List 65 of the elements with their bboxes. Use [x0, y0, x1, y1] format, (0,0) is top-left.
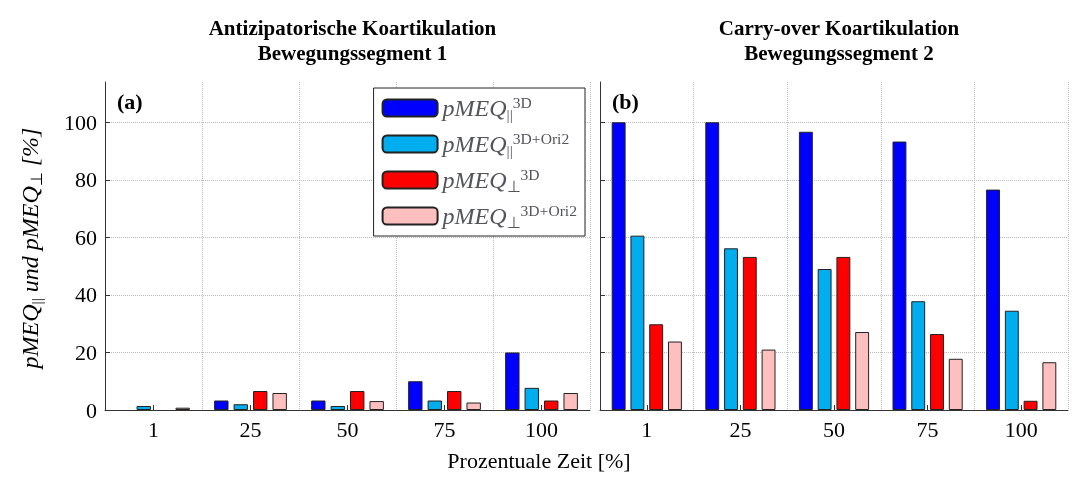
bar	[742, 256, 757, 410]
bar	[253, 391, 268, 410]
x-tick-label: 100	[525, 416, 558, 442]
y-tick-label: 100	[64, 109, 97, 135]
bar	[1042, 362, 1057, 410]
x-tick-label: 50	[336, 416, 359, 442]
bar	[233, 404, 248, 410]
bar	[705, 122, 720, 410]
bar	[948, 358, 963, 410]
bar	[563, 393, 578, 410]
x-tick-label: 1	[148, 416, 159, 442]
bar	[369, 401, 384, 410]
bar	[350, 391, 365, 410]
bar	[798, 131, 813, 410]
bar	[649, 324, 664, 410]
bar	[668, 341, 682, 410]
bar	[761, 349, 776, 410]
legend-label: pMEQ||3D+Ori2	[440, 129, 570, 159]
annotation: (b)	[612, 88, 639, 114]
annotation: (a)	[117, 88, 143, 114]
x-tick-label: 50	[823, 416, 845, 442]
x-tick-label: 25	[239, 416, 262, 442]
bar	[986, 189, 1000, 410]
bar	[611, 122, 626, 410]
bar	[214, 400, 229, 410]
bar	[272, 393, 287, 410]
chart-title: Antizipatorische Koartikulation	[208, 15, 497, 40]
bar	[911, 301, 926, 410]
bar	[330, 405, 345, 410]
bar	[1023, 400, 1038, 410]
y-tick-label: 60	[75, 224, 97, 250]
bar	[724, 248, 738, 410]
legend-label: pMEQ||3D	[440, 93, 532, 123]
y-tick-label: 80	[75, 167, 97, 193]
y-tick-label: 0	[86, 397, 97, 423]
bar	[505, 352, 520, 410]
bar	[427, 400, 442, 410]
bar	[1004, 310, 1019, 410]
bar	[447, 391, 462, 410]
legend-label: pMEQ⊥3D	[440, 165, 540, 195]
x-tick-label: 100	[1004, 416, 1038, 442]
chart-title: Carry-over Koartikulation	[718, 15, 960, 40]
legend-label: pMEQ⊥3D+Ori2	[440, 201, 577, 231]
bar	[544, 400, 559, 410]
bar	[524, 387, 539, 410]
bar	[892, 141, 907, 410]
y-tick-label: 20	[75, 339, 97, 365]
bar	[466, 402, 481, 410]
bar	[855, 332, 870, 410]
bar	[836, 256, 851, 410]
chart-subtitle: Bewegungssegment 1	[257, 40, 448, 65]
x-tick-label: 25	[729, 416, 752, 442]
x-tick-label: 75	[433, 416, 456, 442]
bar	[408, 381, 423, 410]
bar	[930, 334, 944, 410]
bar	[136, 405, 151, 410]
y-axis-title: pMEQ|| und pMEQ⊥ [%]	[17, 127, 45, 371]
x-tick-label: 1	[641, 416, 653, 442]
bar	[311, 400, 326, 410]
x-axis-title: Prozentuale Zeit [%]	[446, 448, 632, 474]
bar	[630, 235, 645, 410]
bar	[817, 269, 832, 410]
x-tick-label: 75	[916, 416, 939, 442]
chart-subtitle: Bewegungssegment 2	[744, 40, 934, 65]
y-tick-label: 40	[75, 282, 97, 308]
